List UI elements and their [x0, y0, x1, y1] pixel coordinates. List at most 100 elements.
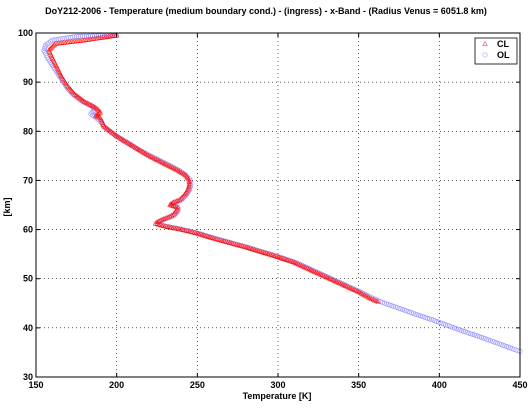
data-point-cl	[177, 169, 184, 175]
data-point-cl	[251, 246, 258, 252]
data-point-cl	[112, 132, 119, 138]
data-point-cl	[364, 293, 370, 299]
data-point-cl	[97, 109, 104, 115]
data-point-cl	[358, 290, 365, 296]
data-point-cl	[199, 231, 205, 237]
data-point-cl	[66, 85, 73, 91]
data-point-cl	[210, 235, 217, 241]
data-point-cl	[108, 129, 115, 135]
data-point-cl	[52, 40, 59, 46]
data-point-cl	[100, 121, 106, 127]
data-point-cl	[115, 133, 121, 139]
data-point-cl	[357, 289, 363, 295]
data-point-cl	[238, 242, 244, 248]
legend-marker-ol	[482, 52, 488, 58]
data-point-cl	[167, 224, 173, 230]
data-point-cl	[247, 245, 253, 251]
data-point-cl	[304, 265, 311, 271]
data-point-cl	[50, 42, 56, 48]
data-point-cl	[263, 250, 269, 256]
data-point-cl	[79, 96, 85, 102]
data-point-cl	[180, 170, 187, 176]
data-point-cl	[206, 234, 212, 239]
data-point-cl	[194, 230, 201, 236]
x-tick-label: 200	[109, 380, 124, 390]
data-point-cl	[120, 137, 127, 143]
data-point-cl	[241, 243, 247, 249]
data-point-cl	[204, 233, 211, 239]
data-point-cl	[273, 253, 280, 259]
data-point-cl	[201, 232, 208, 238]
ticks: 150 200 250 300 350 400 450 30 40 50 60 70 80 90 100	[18, 28, 528, 390]
data-point-cl	[306, 266, 312, 272]
data-point-cl	[117, 135, 124, 141]
y-axis-label: [km]	[2, 197, 12, 216]
data-point-cl	[234, 242, 241, 247]
legend-box	[474, 37, 518, 65]
data-point-cl	[361, 292, 368, 298]
data-point-cl	[102, 124, 108, 130]
data-point-cl	[89, 102, 96, 108]
data-point-cl	[139, 148, 145, 154]
data-point-cl	[215, 236, 222, 242]
x-tick-label: 300	[270, 380, 285, 390]
data-point-ol	[89, 33, 95, 39]
x-tick-label: 250	[190, 380, 205, 390]
data-point-cl	[350, 286, 356, 292]
data-point-cl	[96, 114, 103, 120]
data-point-cl	[295, 261, 302, 267]
data-point-cl	[289, 258, 296, 264]
data-point-cl	[279, 255, 286, 261]
data-point-cl	[217, 237, 223, 243]
data-point-cl	[157, 158, 163, 164]
data-point-cl	[191, 229, 197, 235]
data-point-cl	[179, 170, 185, 175]
data-point-cl	[265, 250, 271, 256]
data-point-cl	[172, 166, 178, 172]
data-point-cl	[116, 134, 123, 140]
data-point-cl	[287, 258, 293, 263]
data-point-ol	[77, 33, 83, 39]
data-point-cl	[76, 95, 83, 101]
data-point-cl	[159, 222, 165, 228]
data-point-cl	[49, 43, 55, 49]
data-point-cl	[310, 268, 316, 274]
data-point-cl	[135, 146, 141, 152]
data-point-cl	[226, 239, 233, 245]
series-ol	[41, 32, 523, 354]
data-point-cl	[91, 103, 97, 109]
data-point-cl	[104, 126, 111, 132]
data-point-cl	[212, 235, 218, 241]
data-point-cl	[207, 234, 214, 240]
data-point-cl	[164, 161, 170, 167]
data-point-cl	[138, 147, 144, 153]
data-point-cl	[186, 228, 192, 234]
data-point-cl	[173, 225, 180, 231]
data-point-cl	[344, 283, 350, 289]
data-point-cl	[338, 280, 344, 286]
data-point-cl	[209, 234, 215, 240]
chart-title: DoY212-2006 - Temperature (medium bounda…	[45, 6, 487, 16]
data-point-cl	[248, 246, 255, 251]
data-point-cl	[99, 118, 105, 124]
data-point-cl	[78, 96, 84, 101]
data-point-cl	[281, 256, 287, 261]
data-point-cl	[148, 154, 155, 160]
data-point-cl	[282, 256, 289, 262]
data-point-cl	[170, 225, 176, 230]
data-point-cl	[75, 94, 82, 100]
data-point-cl	[68, 87, 75, 93]
data-point-cl	[236, 242, 242, 248]
data-point-cl	[73, 92, 79, 98]
data-point-cl	[173, 207, 180, 213]
data-point-cl	[69, 88, 76, 94]
data-point-cl	[128, 142, 135, 148]
data-point-cl	[163, 223, 170, 229]
data-point-cl	[176, 226, 183, 232]
data-point-cl	[288, 258, 294, 264]
data-point-cl	[348, 285, 355, 291]
data-point-cl	[196, 230, 202, 236]
data-point-cl	[341, 282, 347, 288]
data-point-cl	[188, 228, 194, 234]
data-point-cl	[165, 224, 172, 230]
